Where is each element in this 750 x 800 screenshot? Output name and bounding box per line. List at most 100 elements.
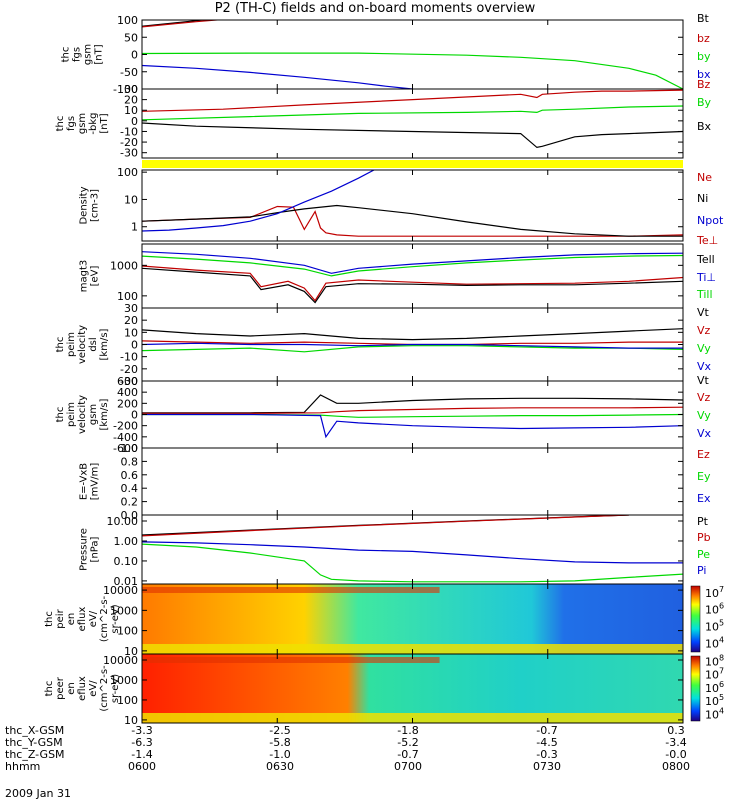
series-line — [142, 20, 224, 28]
y-tick-label: 600 — [117, 375, 138, 388]
y-gsm-value: -5.2 — [397, 736, 419, 749]
y-axis-label: magt3 — [79, 260, 90, 293]
y-tick-label: -10 — [120, 351, 138, 364]
y-tick-label: 200 — [117, 397, 138, 410]
legend-entry: Vy — [697, 342, 711, 355]
z-gsm-label: thc_Z-GSM — [5, 748, 65, 761]
colorbar-tick-exponent: 7 — [719, 667, 724, 676]
y-tick-label: 1000 — [110, 604, 138, 617]
y-axis-label: [eV] — [90, 266, 101, 287]
colorbar — [690, 585, 701, 653]
series-line — [142, 328, 683, 341]
colorbar-tick-exponent: 8 — [719, 653, 724, 662]
y-axis-label: thc — [44, 681, 55, 697]
series-line — [142, 265, 683, 302]
colorbar-tick-label: 106 — [705, 602, 724, 617]
y-tick-label: 20 — [124, 314, 138, 327]
colorbar — [690, 655, 701, 722]
z-gsm-value: -0.7 — [397, 748, 419, 761]
y-axis-label: (cm^2-s- — [99, 595, 110, 642]
series-line — [142, 342, 683, 349]
legend-entry: Ex — [697, 492, 711, 505]
y-axis-label: sr-eV) — [110, 604, 121, 633]
y-tick-label: -30 — [120, 147, 138, 160]
colorbar-tick-exponent: 4 — [719, 636, 724, 645]
y-tick-label: 30 — [124, 302, 138, 315]
y-tick-label: 20 — [124, 94, 138, 107]
y-axis-label: [cm-3] — [90, 189, 101, 222]
y-tick-label: 1.00 — [114, 535, 139, 548]
legend-entry: Pt — [697, 515, 709, 528]
y-axis-label: [nPa] — [90, 536, 101, 562]
y-tick-label: 10000 — [103, 584, 138, 597]
colorbar-tick-label: 105 — [705, 619, 724, 634]
y-axis-label: Density — [79, 186, 90, 224]
legend-entry: by — [697, 50, 711, 63]
y-axis-label: [km/s] — [99, 398, 110, 430]
y-gsm-value: -5.8 — [269, 736, 291, 749]
y-tick-label: -20 — [120, 363, 138, 376]
legend-entry: Vt — [697, 374, 710, 387]
y-axis-label: thc — [55, 337, 66, 353]
legend-entry: Vx — [697, 427, 712, 440]
y-axis-label: [mV/m] — [90, 463, 101, 501]
legend-entry: Vt — [697, 306, 710, 319]
y-tick-label: 1 — [131, 221, 138, 234]
y-tick-label: 400 — [117, 386, 138, 399]
series-line — [142, 52, 683, 89]
colorbar-tick-exponent: 4 — [719, 706, 724, 715]
y-tick-label: 0 — [131, 115, 138, 128]
y-axis-label: velocity — [77, 325, 88, 364]
y-tick-label: 0 — [131, 339, 138, 352]
y-axis-label: peim — [66, 332, 77, 357]
series-line — [142, 345, 683, 353]
y-tick-label: -100 — [113, 83, 138, 96]
spectrogram-high-energy-band — [142, 657, 440, 663]
y-tick-label: 30 — [124, 83, 138, 96]
x-gsm-value: -1.8 — [397, 724, 419, 737]
legend-entry: By — [697, 96, 712, 109]
panel-frame — [141, 243, 684, 309]
y-tick-label: -200 — [113, 420, 138, 433]
y-tick-label: -10 — [120, 125, 138, 138]
y-axis-label: peir — [55, 608, 66, 628]
legend-entry: Pb — [697, 531, 711, 544]
legend-entry: Pi — [697, 564, 706, 577]
colorbar-tick-exponent: 5 — [719, 693, 724, 702]
panel-frame — [141, 447, 684, 516]
series-line — [142, 515, 629, 537]
colorbar-tick-exponent: 7 — [719, 585, 724, 594]
y-tick-label: 0 — [131, 49, 138, 62]
y-axis-label: eflux — [77, 607, 88, 632]
series-line — [142, 89, 683, 112]
y-tick-label: 10000 — [103, 654, 138, 667]
y-tick-label: 0.2 — [121, 496, 139, 509]
legend-entry: Te⊥ — [696, 234, 718, 247]
time-value: 0630 — [266, 760, 294, 773]
colorbar-tick-label: 104 — [705, 636, 724, 651]
series-line — [142, 543, 683, 583]
y-axis-label: Pressure — [79, 528, 90, 571]
y-gsm-value: -4.5 — [536, 736, 558, 749]
y-axis-label: en — [66, 682, 77, 695]
y-axis-label: [nT] — [94, 44, 105, 64]
series-line — [142, 204, 683, 237]
y-axis-label: peim — [66, 402, 77, 427]
legend-entry: Ez — [697, 448, 710, 461]
series-line — [142, 541, 683, 564]
colorbar-tick-label: 107 — [705, 585, 724, 600]
y-tick-label: -50 — [120, 66, 138, 79]
z-gsm-value: -0.3 — [536, 748, 558, 761]
y-gsm-value: -3.4 — [665, 736, 687, 749]
y-axis-label: dsl — [88, 337, 99, 351]
legend-entry: bx — [697, 68, 711, 81]
y-axis-label: gsm — [88, 404, 99, 425]
x-gsm-label: thc_X-GSM — [5, 724, 65, 737]
y-tick-label: 0.10 — [114, 555, 139, 568]
z-gsm-value: -1.4 — [131, 748, 153, 761]
colorbar-tick-exponent: 6 — [719, 680, 724, 689]
y-axis-label: gsm — [83, 44, 94, 65]
y-tick-label: 0.0 — [121, 509, 139, 522]
y-axis-label: peer — [55, 676, 66, 700]
legend-entry: Vy — [697, 409, 711, 422]
